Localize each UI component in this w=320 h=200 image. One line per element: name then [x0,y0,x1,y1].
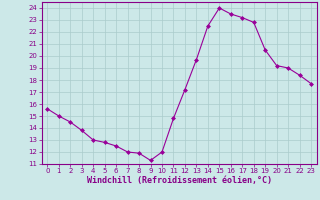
X-axis label: Windchill (Refroidissement éolien,°C): Windchill (Refroidissement éolien,°C) [87,176,272,185]
